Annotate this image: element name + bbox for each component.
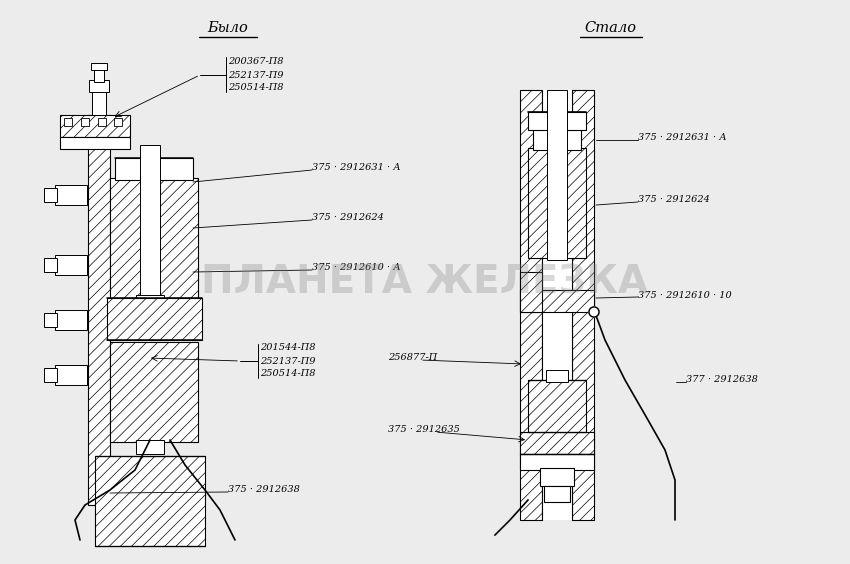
Text: 375 · 2912624: 375 · 2912624 — [638, 196, 710, 205]
Bar — [60, 115, 130, 137]
Bar — [114, 118, 122, 126]
Bar — [140, 145, 160, 300]
Bar — [44, 313, 57, 327]
Bar — [544, 486, 570, 502]
Bar — [44, 258, 57, 272]
Text: 256877-П: 256877-П — [388, 354, 437, 363]
Bar — [542, 90, 572, 520]
Bar — [55, 255, 87, 275]
Bar — [533, 128, 581, 150]
Bar — [528, 380, 586, 432]
Text: 252137-П9: 252137-П9 — [228, 70, 284, 80]
Bar — [528, 112, 586, 130]
Text: 375 · 2912624: 375 · 2912624 — [312, 214, 384, 223]
Text: Стало: Стало — [584, 21, 636, 35]
Bar — [520, 272, 542, 312]
Text: Было: Было — [207, 21, 248, 35]
Bar — [540, 468, 574, 486]
Bar — [136, 440, 164, 454]
Bar — [55, 365, 87, 385]
Text: 375 · 2912635: 375 · 2912635 — [388, 425, 460, 434]
Bar — [89, 80, 109, 92]
Text: 201544-П8: 201544-П8 — [260, 343, 315, 352]
Bar — [98, 118, 106, 126]
Text: 375 · 2912631 · А: 375 · 2912631 · А — [312, 164, 400, 173]
Bar — [81, 118, 89, 126]
Bar — [91, 63, 107, 70]
Bar — [520, 90, 542, 520]
Text: 250514-П8: 250514-П8 — [260, 369, 315, 378]
Bar — [115, 158, 193, 180]
Bar — [55, 310, 87, 330]
Text: 252137-П9: 252137-П9 — [260, 356, 315, 365]
Text: 375 · 2912631 · А: 375 · 2912631 · А — [638, 134, 727, 143]
Bar — [60, 137, 130, 149]
Bar — [528, 148, 586, 258]
Bar — [94, 68, 104, 82]
Circle shape — [589, 307, 599, 317]
Circle shape — [589, 307, 599, 317]
Bar — [107, 298, 202, 340]
Text: 200367-П8: 200367-П8 — [228, 58, 284, 67]
Bar — [520, 454, 594, 470]
Bar — [520, 290, 594, 312]
Text: 375 · 2912610 · 10: 375 · 2912610 · 10 — [638, 290, 732, 299]
Text: ПЛАНЕТА ЖЕЛЕЗКА: ПЛАНЕТА ЖЕЛЕЗКА — [201, 263, 649, 301]
Bar — [95, 456, 205, 546]
Bar — [110, 178, 198, 298]
Text: 250514-П8: 250514-П8 — [228, 83, 284, 92]
Bar — [520, 432, 594, 454]
Bar — [572, 90, 594, 520]
Bar — [92, 90, 106, 115]
Bar — [547, 90, 567, 260]
Bar — [88, 115, 110, 505]
Text: 375 · 2912610 · А: 375 · 2912610 · А — [312, 263, 400, 272]
Bar — [64, 118, 72, 126]
Bar — [110, 342, 198, 442]
Bar — [44, 188, 57, 202]
Bar — [44, 368, 57, 382]
Bar — [55, 185, 87, 205]
Text: 377 · 2912638: 377 · 2912638 — [686, 376, 758, 385]
Bar — [546, 370, 568, 382]
Bar — [136, 295, 164, 309]
Text: 375 · 2912638: 375 · 2912638 — [228, 486, 300, 495]
